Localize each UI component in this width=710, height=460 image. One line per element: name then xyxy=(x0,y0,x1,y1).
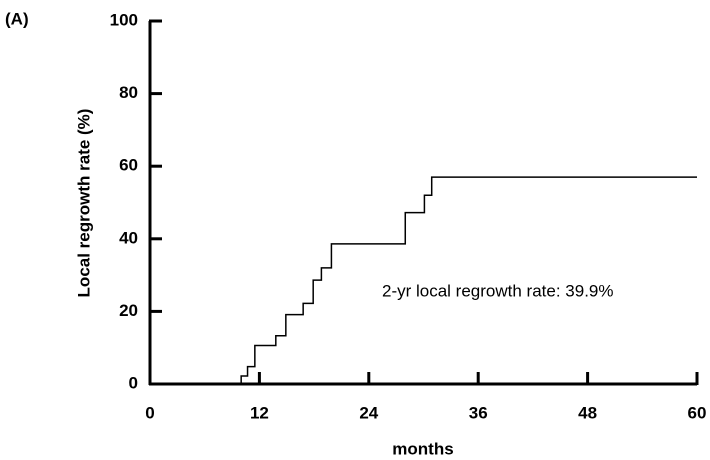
x-tick-label: 48 xyxy=(578,403,597,422)
panel-label: (A) xyxy=(5,9,29,28)
annotation: 2-yr local regrowth rate: 39.9% xyxy=(382,281,614,300)
x-tick-label: 0 xyxy=(145,403,154,422)
x-tick-label: 24 xyxy=(359,403,378,422)
y-tick-label: 40 xyxy=(119,228,138,247)
x-axis-title: months xyxy=(392,439,453,458)
y-axis-title: Local regrowth rate (%) xyxy=(74,109,93,298)
step-line xyxy=(150,176,697,385)
x-tick-label: 60 xyxy=(688,403,707,422)
y-tick-label: 80 xyxy=(119,83,138,102)
y-tick-label: 20 xyxy=(119,301,138,320)
x-tick-label: 12 xyxy=(250,403,269,422)
y-tick-label: 100 xyxy=(110,10,138,29)
x-tick-label: 36 xyxy=(469,403,488,422)
y-tick-label: 0 xyxy=(129,373,138,392)
y-tick-label: 60 xyxy=(119,156,138,175)
